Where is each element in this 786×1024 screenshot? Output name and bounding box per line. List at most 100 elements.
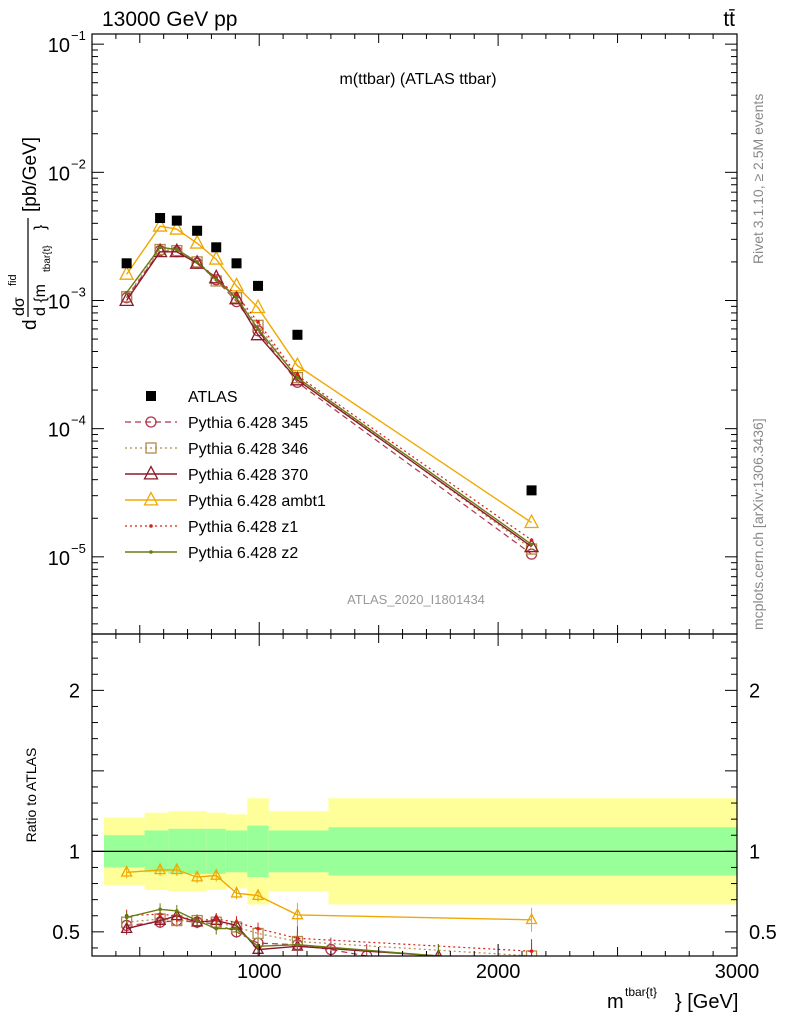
ratio-plot-frame xyxy=(91,633,738,957)
xtick-label-0: 1000 xyxy=(237,961,282,983)
main-series-3-point-6 xyxy=(250,298,266,314)
ratio-ytick-label-right-1: 1 xyxy=(749,841,760,863)
ratio-ytick-label-right-0: 0.5 xyxy=(749,922,777,944)
main-series-3-point-0 xyxy=(119,265,135,280)
main-series-2-point-1 xyxy=(152,242,168,258)
ratio-ytick-label-left-2: 2 xyxy=(69,680,80,702)
main-series-5-point-5 xyxy=(234,295,239,300)
main-series-5-point-6 xyxy=(256,327,260,331)
legend-label-2: Pythia 6.428 346 xyxy=(188,441,308,458)
main-series-2-point-3 xyxy=(189,254,205,269)
legend: ATLAS Pythia 6.428 345 Pythia 6.428 346 Pyt… xyxy=(125,389,326,562)
legend-label-0: ATLAS xyxy=(188,389,238,406)
main-series-5-point-8 xyxy=(529,542,534,547)
main-series-2-point-5 xyxy=(228,289,245,305)
main-series-3-point-3 xyxy=(189,234,205,249)
main-series-3-point-7 xyxy=(289,356,306,372)
atlas-data-point-6 xyxy=(253,280,264,291)
main-series-2-point-0 xyxy=(119,291,135,307)
ylabel-superscript: fid xyxy=(7,274,19,286)
legend-marker-5 xyxy=(149,524,153,528)
rivet-label: Rivet 3.1.10, ≥ 2.5M events xyxy=(750,94,766,264)
legend-label-3: Pythia 6.428 370 xyxy=(188,467,308,484)
atlas-data-point-3 xyxy=(192,225,203,236)
main-ytick-label-2: 10 xyxy=(48,291,70,313)
main-series-2-point-2 xyxy=(169,242,185,258)
main-ytick-label-exp-1: −2 xyxy=(71,156,86,171)
main-series-3-point-8 xyxy=(523,513,540,529)
ylabel-units: [pb/GeV] xyxy=(20,137,41,212)
xlabel-superscript: tbar{t} xyxy=(625,985,657,999)
atlas-data-point-8 xyxy=(526,485,537,496)
atlas-data-point-0 xyxy=(121,258,132,269)
ratio-ytick-label-left-0: 0.5 xyxy=(52,922,80,944)
ratio-series-4-point-5 xyxy=(234,920,239,924)
main-series-5-point-2 xyxy=(175,247,179,252)
main-ytick-label-exp-0: −1 xyxy=(71,28,86,43)
main-series-2-point-7 xyxy=(289,371,306,386)
ratio-series-2-point-1 xyxy=(154,913,167,925)
legend-marker-2 xyxy=(145,442,157,454)
xlabel-tail: } [GeV] xyxy=(675,991,738,1013)
main-series-1-point-5 xyxy=(230,292,243,304)
ratio-series-5-point-7 xyxy=(295,942,300,947)
xtick-label-2: 3000 xyxy=(715,961,760,983)
legend-marker-0 xyxy=(146,391,156,401)
ratio-series-5-point-5 xyxy=(234,926,239,931)
x-axis-label: m tbar{t} } [GeV] xyxy=(607,985,738,1013)
main-ytick-label-0: 10 xyxy=(48,35,70,57)
main-series-line-3 xyxy=(126,225,532,524)
xlabel-base: m xyxy=(607,991,624,1013)
ratio-series-3-point-2 xyxy=(170,862,183,875)
main-series-5-point-0 xyxy=(124,290,129,295)
xtick-label-1: 2000 xyxy=(476,961,521,983)
main-series-3-point-1 xyxy=(152,217,168,232)
plot-title: m(ttbar) (ATLAS ttbar) xyxy=(339,71,496,88)
header-right: tt̄ xyxy=(723,8,735,31)
ratio-y-axis-label: Ratio to ATLAS xyxy=(23,748,39,843)
ratio-ytick-label-right-2: 2 xyxy=(749,680,760,702)
main-series-3-point-2 xyxy=(169,220,185,235)
ratio-series-3-point-5 xyxy=(230,886,243,898)
ratio-series-3-point-6 xyxy=(251,888,265,901)
analysis-watermark: ATLAS_2020_I1801434 xyxy=(347,592,485,607)
ratio-ytick-label-left-1: 1 xyxy=(69,841,80,863)
ratio-series-3-point-3 xyxy=(191,869,204,882)
legend-label-6: Pythia 6.428 z2 xyxy=(188,545,298,562)
legend-marker-1 xyxy=(145,416,157,428)
main-series-3-point-4 xyxy=(208,250,224,265)
main-ytick-label-exp-4: −5 xyxy=(71,541,86,556)
main-series-5-point-7 xyxy=(295,375,300,380)
header-left: 13000 GeV pp xyxy=(102,8,237,31)
main-series-5-point-4 xyxy=(214,278,219,282)
atlas-data-point-4 xyxy=(211,242,222,253)
ratio-series-5-point-4 xyxy=(214,926,219,931)
legend-marker-6 xyxy=(149,550,153,554)
ratio-series-3-point-1 xyxy=(154,862,167,875)
ylabel-subscript: tbar{t} xyxy=(42,245,53,272)
main-ytick-label-4: 10 xyxy=(48,548,70,570)
main-series-5-point-3 xyxy=(195,260,199,264)
main-ytick-label-3: 10 xyxy=(48,420,70,442)
main-plot-frame xyxy=(91,33,738,635)
legend-label-1: Pythia 6.428 345 xyxy=(188,415,308,432)
main-series-4-point-8 xyxy=(529,538,534,542)
ratio-series-2-point-0 xyxy=(120,921,133,934)
ratio-series-5-point-1 xyxy=(158,907,162,912)
main-ytick-label-exp-3: −4 xyxy=(71,413,86,428)
mcplots-label: mcplots.cern.ch [arXiv:1306.3436] xyxy=(750,418,766,630)
main-series-2-point-8 xyxy=(523,537,540,553)
main-plot-panel: 10−110−210−310−410−5 m(ttbar) (ATLAS ttb… xyxy=(7,28,738,635)
ratio-series-3-point-8 xyxy=(525,912,538,925)
main-series-4-point-6 xyxy=(256,320,260,324)
ratio-series-4-point-6 xyxy=(256,926,260,931)
ratio-series-5-point-0 xyxy=(124,915,129,920)
ylabel-denominator: d {m xyxy=(32,284,49,316)
ratio-series-2-point-6 xyxy=(251,942,265,954)
ylabel-numerator: dσ xyxy=(11,297,28,316)
ylabel-prefix: d xyxy=(20,319,41,330)
ratio-series-2-point-8 xyxy=(434,948,443,956)
atlas-data-point-2 xyxy=(171,215,182,226)
atlas-data-point-5 xyxy=(231,258,242,269)
